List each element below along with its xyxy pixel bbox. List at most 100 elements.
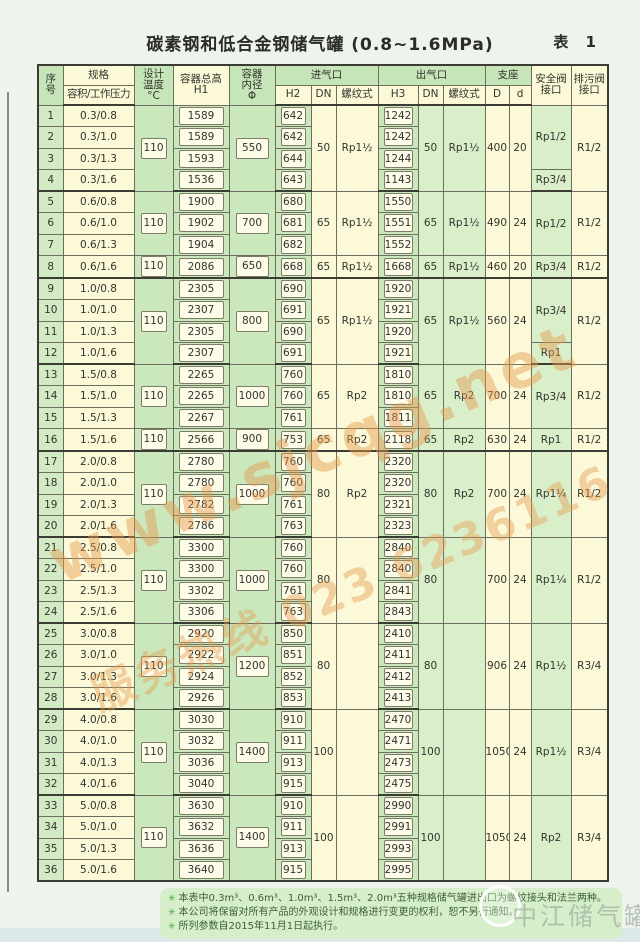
value-box: 2471 — [383, 732, 413, 751]
cell-spec: 1.0/1.3 — [62, 320, 135, 343]
value-box: 3300 — [178, 560, 224, 579]
cell-h2: 915 — [274, 859, 312, 882]
value-box: 2307 — [178, 344, 224, 362]
cell-dn-inlet: 65 — [310, 255, 337, 279]
cell-h1: 2265 — [172, 363, 230, 386]
header-support: 支座 — [484, 64, 532, 86]
cell-h1: 3032 — [172, 730, 230, 753]
table-row: 36 5.0/1.6 3640 915 2995 — [37, 859, 608, 882]
header-h3: H3 — [377, 84, 419, 106]
header-row-2: 容积/工作压力 H2 DN 螺纹式 H3 DN 螺纹式 D d — [38, 84, 608, 106]
notes-box: ✳ 本表中0.3m³、0.6m³、1.0m³、1.5m³、2.0m³五种规格储气罐… — [160, 888, 622, 939]
value-box: 913 — [280, 839, 306, 858]
value-box: 2473 — [383, 753, 413, 772]
cell-h1: 3030 — [172, 708, 230, 731]
title-row: 碳素钢和低合金钢储气罐 (0.8~1.6MPa) 表 1 — [0, 30, 640, 55]
cell-h1: 2920 — [172, 622, 230, 645]
header-volume-pressure: 容积/工作压力 — [62, 84, 135, 106]
cell-h3: 2843 — [377, 601, 419, 624]
cell-dn-outlet: 65 — [417, 190, 444, 256]
cell-dn-inlet: 50 — [310, 104, 337, 192]
cell-seq: 16 — [37, 428, 64, 452]
cell-h2: 853 — [274, 687, 312, 710]
value-box: 761 — [280, 495, 306, 514]
value-box: 3036 — [178, 753, 224, 772]
cell-dn-inlet: 65 — [310, 363, 337, 429]
value-box: 110 — [140, 385, 167, 407]
header-inner-diameter: 容器 内径 Φ — [228, 64, 276, 106]
value-box: 690 — [280, 280, 306, 298]
cell-thread-outlet: Rp1½ — [442, 255, 486, 279]
value-box: 1400 — [235, 827, 269, 849]
cell-spec: 4.0/1.3 — [62, 751, 135, 774]
cell-h3: 2470 — [377, 708, 419, 731]
header-design-temp: 设计 温度 °C — [133, 64, 174, 106]
cell-h1: 2305 — [172, 320, 230, 343]
cell-h3: 1551 — [377, 212, 419, 235]
value-box: 763 — [280, 517, 306, 535]
value-box: 1242 — [383, 128, 413, 147]
value-box: 1589 — [178, 128, 224, 147]
value-box: 110 — [140, 429, 167, 450]
cell-h3: 2320 — [377, 450, 419, 473]
cell-spec: 2.5/1.3 — [62, 579, 135, 602]
table-row: 23 2.5/1.3 3302 761 2841 — [37, 579, 608, 602]
cell-seq: 21 — [37, 536, 64, 559]
cell-design-temp: 110 — [133, 450, 174, 538]
cell-h3: 2473 — [377, 751, 419, 774]
note-bullet-icon: ✳ — [168, 908, 176, 918]
value-box: 2841 — [383, 581, 413, 600]
table-row: 25 3.0/0.8 110 2920 1200 850 80 2410 80 906 24 Rp1½… — [37, 622, 609, 710]
value-box: 2470 — [383, 711, 413, 729]
cell-drain-valve: R1/2 — [570, 428, 609, 452]
value-box: 643 — [280, 171, 306, 189]
cell-h1: 1589 — [172, 104, 230, 127]
cell-h2: 691 — [274, 342, 312, 365]
value-box: 680 — [280, 193, 306, 211]
cell-h2: 911 — [274, 730, 312, 753]
value-box: 650 — [235, 256, 269, 277]
cell-support-D: 560 — [484, 277, 510, 365]
brand-logo-circle-icon — [479, 885, 521, 927]
value-box: 1200 — [235, 655, 269, 677]
cell-h1: 1536 — [172, 169, 230, 192]
cell-h3: 2993 — [377, 837, 419, 860]
header-support-d: d — [508, 84, 532, 106]
cell-spec: 3.0/1.6 — [62, 687, 135, 710]
table-row: 19 2.0/1.3 2782 761 2321 — [37, 493, 608, 516]
cell-h2: 913 — [274, 751, 312, 774]
cell-h2: 911 — [274, 816, 312, 839]
value-box: 1244 — [383, 149, 413, 168]
table-head: 序 号 规格 设计 温度 °C 容器总高 H1 容器 内径 Φ 进气口 出气口 … — [37, 64, 609, 106]
value-box: 1536 — [178, 171, 224, 189]
value-box: 642 — [280, 128, 306, 147]
cell-h3: 1242 — [377, 104, 419, 127]
value-box: 110 — [140, 827, 167, 849]
value-box: 851 — [280, 646, 306, 665]
cell-seq: 30 — [37, 730, 64, 753]
cell-thread-inlet — [335, 622, 379, 710]
cell-h3: 1244 — [377, 147, 419, 170]
cell-thread-inlet: Rp1½ — [335, 277, 379, 365]
cell-h2: 691 — [274, 299, 312, 322]
cell-inner-diameter: 1000 — [228, 536, 276, 624]
cell-spec: 1.0/1.0 — [62, 299, 135, 322]
cell-h1: 1593 — [172, 147, 230, 170]
cell-design-temp: 110 — [133, 190, 174, 256]
cell-seq: 8 — [37, 255, 64, 279]
value-box: 911 — [280, 818, 306, 837]
cell-h2: 681 — [274, 212, 312, 235]
cell-spec: 0.6/0.8 — [62, 190, 135, 213]
cell-spec: 2.5/1.0 — [62, 558, 135, 581]
cell-h2: 761 — [274, 579, 312, 602]
header-support-D: D — [484, 84, 510, 106]
cell-h2: 642 — [274, 104, 312, 127]
cell-spec: 4.0/0.8 — [62, 708, 135, 731]
value-box: 2321 — [383, 495, 413, 514]
value-box: 2305 — [178, 280, 224, 298]
cell-h3: 1810 — [377, 363, 419, 386]
cell-safety-valve: Rp1¼ — [530, 450, 572, 538]
cell-h2: 682 — [274, 233, 312, 256]
cell-dn-outlet: 50 — [417, 104, 444, 192]
cell-design-temp: 110 — [133, 104, 174, 192]
